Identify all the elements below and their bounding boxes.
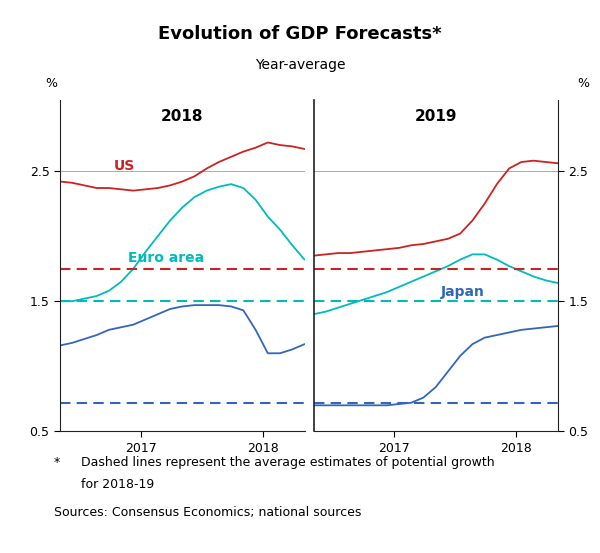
Text: 2018: 2018 bbox=[161, 109, 203, 124]
Text: Dashed lines represent the average estimates of potential growth: Dashed lines represent the average estim… bbox=[81, 456, 494, 469]
Text: 2019: 2019 bbox=[415, 109, 457, 124]
Text: Euro area: Euro area bbox=[128, 252, 205, 265]
Text: Japan: Japan bbox=[440, 285, 485, 299]
Text: Sources: Consensus Economics; national sources: Sources: Consensus Economics; national s… bbox=[54, 506, 361, 519]
Text: %: % bbox=[46, 76, 58, 90]
Text: %: % bbox=[578, 76, 590, 90]
Text: Evolution of GDP Forecasts*: Evolution of GDP Forecasts* bbox=[158, 25, 442, 43]
Text: for 2018-19: for 2018-19 bbox=[81, 478, 154, 492]
Text: Year-average: Year-average bbox=[255, 58, 345, 72]
Text: *: * bbox=[54, 456, 60, 469]
Text: US: US bbox=[114, 159, 135, 173]
